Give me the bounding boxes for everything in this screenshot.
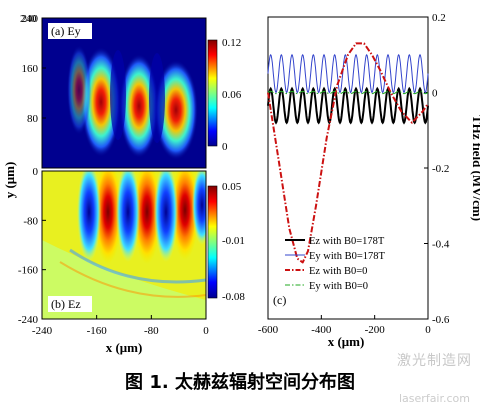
panel-b-label: (b) Ez [51,297,81,311]
panel-c-xtick-label: -200 [365,324,386,336]
panel-c-legend: Ez with B0=178T Ey with B0=178T Ez with B0… [285,236,386,292]
panel-a: (a) Ey 0.12 0.06 0 80 160 240 [22,13,242,169]
panel-c-xtick-label: -400 [311,324,332,336]
colorbar-a-tick-3: 0 [222,141,228,153]
series-line-1 [267,86,429,125]
x-axis-label-right: x (μm) [328,334,365,349]
panel-b-xtick-label: -160 [87,325,108,337]
panel-c-xtick-label: 0 [425,324,431,336]
panel-a-frame [41,17,207,169]
panel-c-label: (c) [273,293,286,307]
panel-a-y-ticks: 80 160 240 [22,13,46,125]
series-line-3 [267,42,429,264]
panel-c-ytick-label: -0.6 [432,314,450,326]
panel-c-xtick-label: -600 [258,324,279,336]
colorbar-b [207,185,218,299]
panel-a-label-box [48,23,92,39]
panel-b-ticks: 0 -80 -160 -240-240 -160 -80 0 [18,166,209,337]
panel-c-ytick-label: -0.4 [432,239,450,251]
colorbar-a-tick-1: 0.12 [222,37,241,49]
panel-c-ytick-label: 0 [432,88,438,100]
series-line-4 [267,90,429,95]
figure-caption: 图 1. 太赫兹辐射空间分布图 [125,372,355,393]
panel-b-xtick-label: 0 [203,325,209,337]
panel-a-field [67,45,198,160]
panel-c-ticks: -600 -400 -200 0 0.2 0 -0.2 -0.4 -0.6 [258,12,450,336]
panel-b-xtick-label: -80 [144,325,159,337]
legend-label-2: Ey with B0=178T [309,251,386,262]
panel-b-xtick-label: -240 [32,325,53,337]
panel-b-frame [41,170,207,320]
panel-b-label-box [48,296,92,312]
panel-b: (b) Ez 0.05 -0.01 -0.08 0 -80 -160 -240-240… [18,166,246,337]
panel-b-ytick-label: -160 [18,265,39,277]
panel-b-ytick-label: -80 [23,215,38,227]
legend-label-1: Ez with B0=178T [309,236,385,247]
y-axis-label-left: y (μm) [2,162,17,199]
colorbar-a-tick-2: 0.06 [222,89,242,101]
panel-c-series [267,42,429,264]
colorbar-b-tick-3: -0.08 [222,291,245,303]
colorbar-b-tick-1: 0.05 [222,181,242,193]
panel-c-frame [267,16,429,320]
legend-label-3: Ez with B0=0 [309,266,367,277]
colorbar-a [207,39,218,147]
legend-label-4: Ey with B0=0 [309,281,368,292]
series-line-2 [267,53,429,94]
panel-a-label: (a) Ey [51,24,81,38]
watermark-url: laserfair.com [399,392,470,405]
y-axis-label-right: THz field (MV/cm) [470,115,480,221]
panel-c: -600 -400 -200 0 0.2 0 -0.2 -0.4 -0.6 (c) Ez wit… [258,12,480,349]
watermark-text: 激光制造网 [397,353,472,369]
panel-b-ytick-label: -240 [18,314,39,326]
x-axis-label-left: x (μm) [106,340,143,355]
panel-a-ytick-label: 80 [27,113,39,125]
panel-c-ytick-label: 0.2 [432,12,446,24]
panel-a-ytick-label: 160 [22,63,39,75]
panel-a-ytick-label: 240 [22,13,39,25]
panel-a-y-tick-top: 240 [20,13,37,25]
panel-b-ytick-label: 0 [33,166,39,178]
colorbar-b-tick-2: -0.01 [222,235,245,247]
panel-c-ytick-label: -0.2 [432,163,449,175]
